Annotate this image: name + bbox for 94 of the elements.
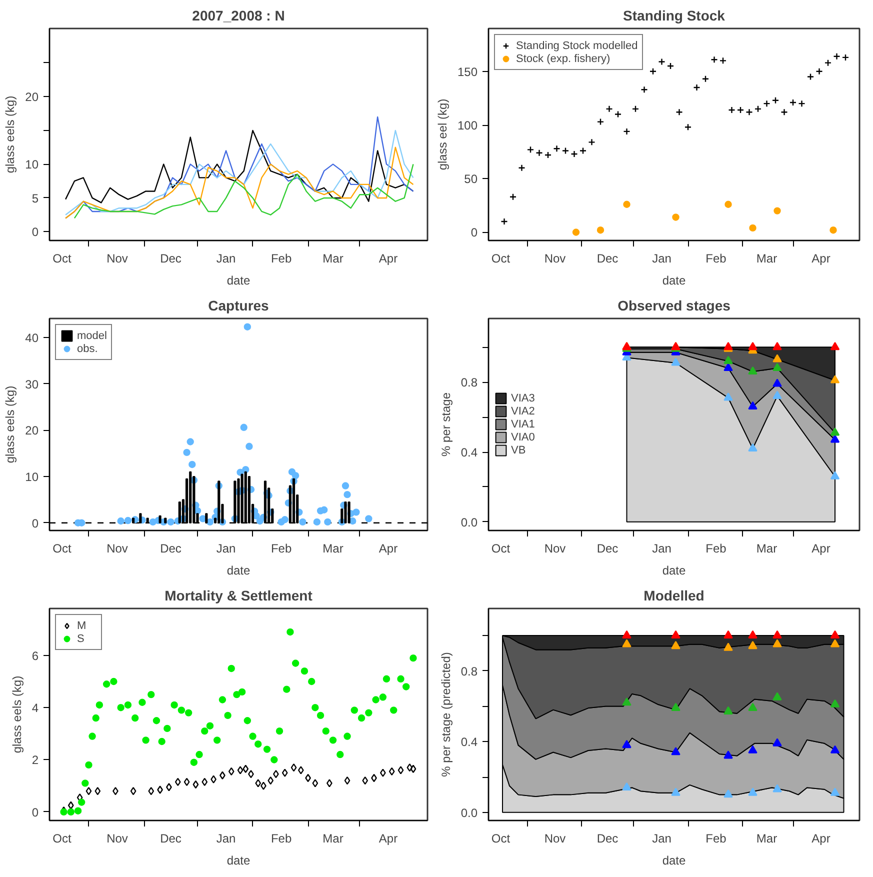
x-tick-label: Mar — [756, 832, 778, 846]
x-tick-label: Dec — [596, 542, 618, 556]
x-tick-label: Dec — [160, 542, 182, 556]
x-tick-label: Jan — [216, 832, 236, 846]
y-tick-label: 100 — [457, 118, 478, 133]
y-tick-label: 0 — [470, 226, 478, 240]
y-tick-label: 10 — [25, 470, 39, 484]
x-tick-label: Oct — [52, 542, 72, 556]
legend-label: obs. — [77, 342, 98, 355]
y-tick-label: 30 — [25, 377, 39, 392]
x-tick-label: Apr — [378, 252, 398, 266]
x-tick-label: Oct — [491, 252, 511, 266]
x-tick-label: Nov — [106, 542, 128, 556]
y-tick-label: 20 — [25, 90, 39, 104]
y-axis-title: glass eels (kg) — [3, 96, 18, 174]
x-tick-label: Jan — [216, 252, 236, 266]
legend-label: Standing Stock modelled — [516, 39, 638, 52]
y-tick-label: 2 — [32, 753, 39, 768]
x-tick-label: Mar — [322, 252, 344, 266]
x-tick-label: Jan — [652, 832, 672, 846]
x-tick-label: Jan — [652, 542, 672, 556]
x-tick-label: Apr — [378, 832, 398, 846]
y-tick-label: 0.4 — [460, 735, 478, 750]
x-tick-label: Feb — [706, 832, 727, 846]
x-axis-title: date — [662, 854, 686, 868]
y-axis-title: % per stage (predicted) — [438, 652, 453, 777]
y-tick-label: 5 — [32, 191, 39, 206]
chart-title: Observed stages — [618, 298, 731, 314]
x-tick-label: Mar — [322, 542, 344, 556]
legend-label: S — [77, 632, 86, 645]
y-tick-label: 0.4 — [460, 446, 478, 460]
x-tick-label: Nov — [106, 832, 128, 846]
x-axis-title: date — [226, 564, 251, 578]
y-axis-title: glass eels (kg) — [3, 386, 18, 464]
x-tick-label: Jan — [652, 252, 672, 266]
y-tick-label: 0 — [32, 516, 39, 530]
x-tick-label: Apr — [812, 542, 830, 556]
chart-title: 2007_2008 : N — [192, 8, 285, 24]
x-axis-title: date — [226, 274, 251, 288]
x-tick-label: Nov — [544, 542, 566, 556]
y-tick-label: 50 — [464, 172, 478, 186]
x-tick-label: Mar — [756, 542, 778, 556]
x-tick-label: Jan — [216, 542, 236, 556]
legend-label: VIA3 — [511, 392, 535, 404]
x-axis-title: date — [662, 274, 686, 288]
x-tick-label: Nov — [106, 252, 128, 266]
y-tick-label: 0.8 — [460, 376, 478, 390]
y-tick-label: 150 — [457, 64, 478, 79]
x-tick-label: Oct — [52, 252, 72, 266]
x-tick-label: Dec — [160, 252, 182, 266]
x-tick-label: Feb — [270, 832, 292, 846]
y-tick-label: 0 — [32, 225, 39, 240]
legend-label: M — [77, 619, 88, 632]
y-tick-label: 0.8 — [460, 664, 478, 678]
x-tick-label: Oct — [52, 832, 72, 846]
x-axis-title: date — [226, 854, 251, 868]
x-tick-label: Mar — [322, 832, 344, 846]
x-tick-label: Feb — [270, 252, 292, 266]
y-axis-title: glass eel (kg) — [435, 98, 450, 170]
legend-label: VIA2 — [511, 404, 535, 418]
x-tick-label: Dec — [596, 252, 618, 266]
x-tick-label: Oct — [491, 542, 511, 556]
x-tick-label: Dec — [596, 832, 618, 846]
y-tick-label: 6 — [32, 648, 39, 663]
chart-title: Mortality & Settlement — [164, 588, 313, 604]
chart-title: Captures — [208, 298, 270, 314]
x-tick-label: Feb — [706, 252, 727, 266]
y-tick-label: 0.0 — [460, 806, 478, 820]
x-tick-label: Mar — [756, 252, 778, 266]
x-tick-label: Apr — [812, 832, 830, 846]
y-axis-title: glass eels (kg) — [10, 676, 24, 754]
x-tick-label: Oct — [491, 832, 511, 846]
legend-label: VIA0 — [511, 430, 535, 444]
y-tick-label: 4 — [32, 701, 39, 716]
y-tick-label: 0.0 — [460, 515, 478, 530]
chart-title: Modelled — [644, 588, 704, 604]
y-tick-label: 10 — [25, 158, 39, 172]
x-tick-label: Feb — [270, 542, 292, 556]
x-axis-title: date — [662, 564, 686, 578]
y-tick-label: 20 — [25, 424, 39, 438]
legend-label: Stock (exp. fishery) — [516, 52, 610, 65]
legend-label: VIA1 — [511, 418, 535, 430]
y-axis-title: % per stage — [438, 392, 453, 457]
x-tick-label: Feb — [706, 542, 727, 556]
legend-label: model — [77, 329, 107, 342]
y-tick-label: 0 — [32, 805, 39, 820]
chart-title: Standing Stock — [623, 8, 726, 24]
x-tick-label: Dec — [160, 832, 182, 846]
x-tick-label: Nov — [544, 832, 566, 846]
x-tick-label: Apr — [378, 542, 398, 556]
legend-label: VB — [511, 444, 527, 456]
x-tick-label: Apr — [812, 252, 830, 266]
y-tick-label: 40 — [25, 331, 39, 345]
x-tick-label: Nov — [544, 252, 566, 266]
